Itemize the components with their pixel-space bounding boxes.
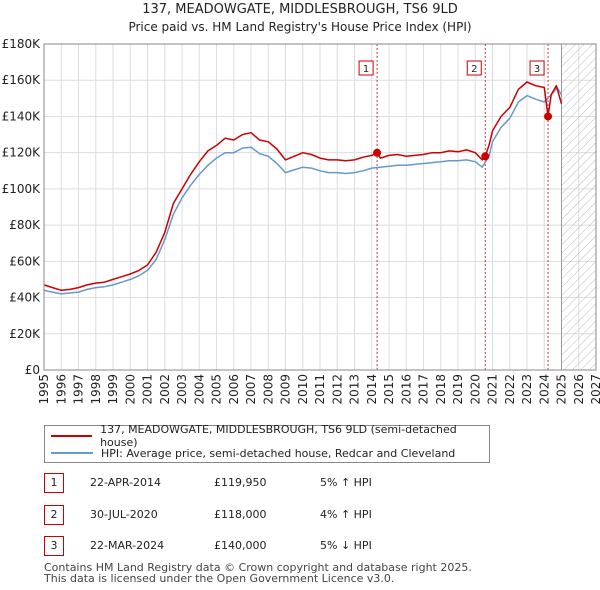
x-tick-label: 2027 [589, 374, 600, 405]
price-chart: 1 2 3 £0 £20K £40K £60K £80K £100K £120K £140K £16… [2, 37, 600, 405]
transaction-row: 3 22-MAR-2024 £140,000 5% ↓ HPI [44, 536, 464, 558]
x-tick-label: 2023 [520, 374, 534, 405]
legend-item-hpi: HPI: Average price, semi-detached house,… [51, 445, 455, 461]
x-tick-label: 1998 [89, 374, 103, 405]
x-tick-label: 2022 [503, 374, 517, 405]
footer-licence: This data is licensed under the Open Gov… [44, 572, 395, 585]
legend-label-hpi: HPI: Average price, semi-detached house,… [101, 446, 456, 460]
y-tick-label: £160K [2, 73, 42, 87]
y-tick-label: £140K [2, 109, 42, 123]
transaction-marker [544, 112, 553, 121]
y-tick-label: £60K [9, 254, 41, 268]
footer-copyright: Contains HM Land Registry data © Crown c… [44, 561, 472, 574]
transaction-price: £118,000 [214, 508, 267, 521]
transaction-label-box [358, 60, 374, 76]
x-tick-label: 2025 [555, 374, 569, 405]
transaction-row: 2 30-JUL-2020 £118,000 4% ↑ HPI [44, 505, 464, 527]
x-tick-label: 2002 [158, 374, 172, 405]
transaction-date: 30-JUL-2020 [90, 508, 158, 521]
x-tick-label: 1995 [37, 374, 51, 405]
property-price-line [43, 81, 563, 292]
x-tick-label: 2026 [572, 374, 586, 405]
x-tick-label: 2000 [123, 374, 137, 405]
transaction-hpi-diff: 4% ↑ HPI [320, 508, 372, 521]
transaction-row: 1 22-APR-2014 £119,950 5% ↑ HPI [44, 473, 464, 495]
x-tick-label: 2019 [451, 374, 465, 405]
y-tick-label: £20K [9, 327, 41, 341]
x-tick-label: 2017 [417, 374, 431, 405]
transaction-marker [481, 152, 490, 161]
y-tick-label: £180K [2, 37, 42, 51]
transaction-label: 3 [534, 64, 540, 75]
y-tick-label: £80K [9, 218, 41, 232]
x-tick-label: 2001 [141, 374, 155, 405]
x-tick-label: 2007 [244, 374, 258, 405]
x-tick-label: 2021 [486, 374, 500, 405]
legend-item-property: 137, MEADOWGATE, MIDDLESBROUGH, TS6 9LD … [51, 423, 489, 449]
legend-swatch-property [51, 435, 93, 437]
transaction-number: 2 [44, 505, 64, 525]
x-tick-label: 2010 [296, 374, 310, 405]
transaction-number: 1 [44, 473, 64, 493]
footer: Contains HM Land Registry data © Crown c… [44, 562, 472, 584]
plot-frame [43, 43, 597, 371]
transaction-date: 22-APR-2014 [90, 476, 162, 489]
transaction-marker [373, 148, 382, 157]
transaction-number: 3 [44, 536, 64, 556]
transaction-label: 1 [363, 64, 369, 75]
x-tick-label: 1997 [72, 374, 86, 405]
x-tick-label: 2004 [192, 374, 206, 405]
transaction-hpi-diff: 5% ↑ HPI [320, 476, 372, 489]
x-tick-label: 2016 [399, 374, 413, 405]
chart-title: 137, MEADOWGATE, MIDDLESBROUGH, TS6 9LD [142, 2, 458, 17]
transaction-date: 22-MAR-2024 [90, 539, 165, 552]
y-tick-label: £40K [9, 291, 41, 305]
transaction-hpi-diff: 5% ↓ HPI [320, 539, 372, 552]
transaction-label: 2 [471, 64, 477, 75]
x-tick-label: 2013 [348, 374, 362, 405]
x-tick-label: 2018 [434, 374, 448, 405]
chart-subtitle: Price paid vs. HM Land Registry's House … [128, 20, 472, 34]
x-tick-label: 2011 [313, 374, 327, 405]
y-tick-label: £0 [25, 363, 40, 377]
x-tick-label: 2012 [330, 374, 344, 405]
x-tick-label: 1999 [106, 374, 120, 405]
x-tick-label: 2014 [365, 374, 379, 405]
x-tick-label: 2005 [210, 374, 224, 405]
y-tick-label: £120K [2, 146, 42, 160]
legend-label-property: 137, MEADOWGATE, MIDDLESBROUGH, TS6 9LD … [100, 423, 457, 449]
transaction-price: £140,000 [214, 539, 267, 552]
x-tick-label: 2024 [537, 374, 551, 405]
x-tick-label: 2006 [227, 374, 241, 405]
legend-swatch-hpi [51, 452, 93, 454]
x-tick-label: 2015 [382, 374, 396, 405]
y-tick-label: £100K [2, 182, 42, 196]
x-tick-label: 2020 [468, 374, 482, 405]
forecast-region [561, 44, 596, 370]
transaction-label-box [529, 60, 545, 76]
transaction-label-box [466, 60, 482, 76]
transaction-price: £119,950 [214, 476, 267, 489]
x-tick-label: 2008 [261, 374, 275, 405]
x-tick-label: 2003 [175, 374, 189, 405]
x-tick-label: 2009 [279, 374, 293, 405]
x-tick-label: 1996 [54, 374, 68, 405]
legend: 137, MEADOWGATE, MIDDLESBROUGH, TS6 9LD … [44, 423, 490, 463]
